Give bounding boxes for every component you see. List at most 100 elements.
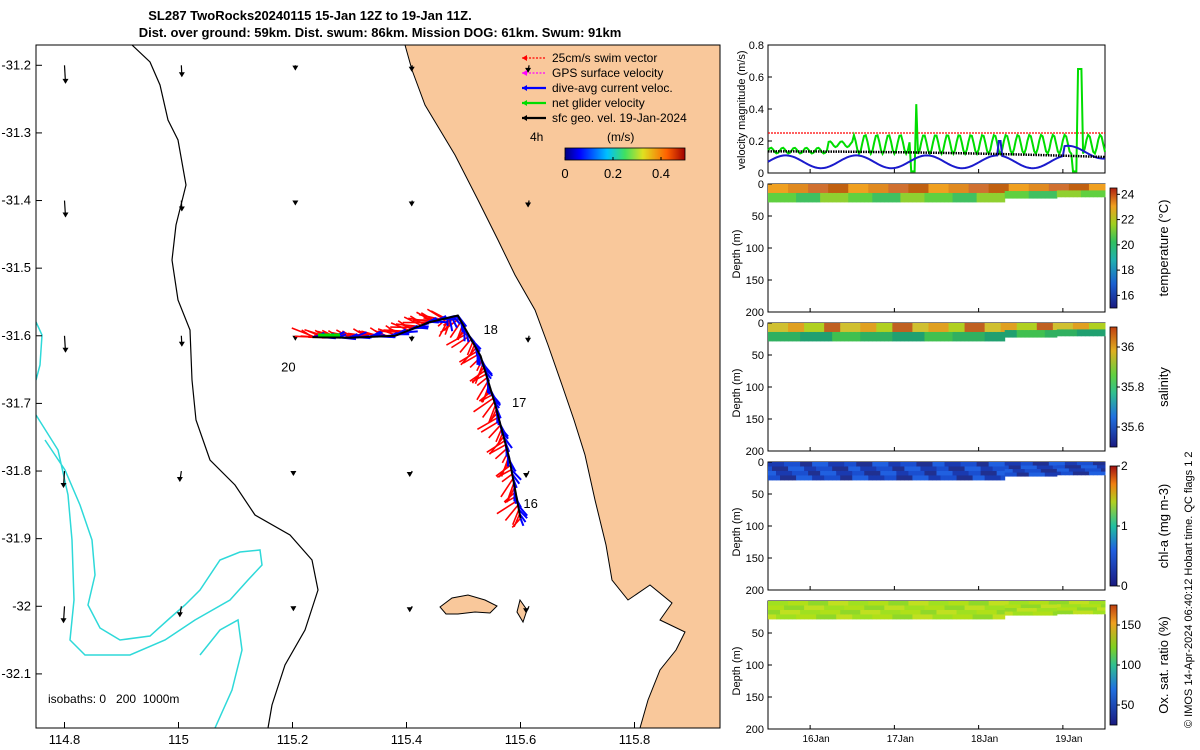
- profile-cell: [896, 184, 901, 189]
- profile-cell: [1100, 468, 1106, 473]
- profile-cell: [936, 184, 942, 189]
- profile-cell: [780, 466, 785, 472]
- profile-cells: [768, 462, 1106, 481]
- lon-tick-label: 115.4: [391, 732, 423, 747]
- profile-cell: [964, 475, 970, 481]
- profile-cell: [832, 327, 837, 333]
- profile-cell: [900, 609, 905, 615]
- profile-cell: [892, 601, 897, 606]
- swim-vector: [403, 316, 422, 327]
- profile-cell: [840, 331, 845, 337]
- profile-cell: [844, 331, 849, 337]
- depth-tick-label: 100: [746, 521, 764, 533]
- profile-cell: [976, 331, 982, 337]
- profile-cell: [884, 601, 889, 606]
- profile-cell: [912, 614, 917, 620]
- profile-cell: [856, 462, 861, 467]
- profile-cell: [1096, 326, 1102, 330]
- profile-cell: [780, 609, 785, 615]
- profile-frame: [767, 600, 1106, 730]
- profile-cell: [804, 601, 809, 606]
- profile-cell: [1016, 608, 1022, 613]
- profile-cell: [1028, 611, 1034, 616]
- profile-cell: [976, 466, 982, 472]
- profile-cell: [1024, 469, 1030, 474]
- profile-cell: [884, 609, 889, 615]
- profile-cell: [1032, 601, 1038, 606]
- velocity-tick-label: 0.6: [749, 72, 764, 84]
- profile-cell: [872, 327, 877, 333]
- profile-cell: [940, 331, 946, 337]
- profile-cell: [1072, 329, 1078, 334]
- profile-cell: [1040, 465, 1046, 470]
- profile-cell: [836, 188, 841, 194]
- profile-cell: [996, 331, 1002, 337]
- shallow-isobath-upper: [36, 321, 43, 381]
- profile-cell: [1028, 323, 1034, 328]
- profile-cell: [1008, 462, 1014, 467]
- profile-cell: [780, 327, 785, 333]
- profile-cell: [788, 188, 793, 194]
- profile-cell: [856, 614, 861, 620]
- profile-cell: [920, 470, 925, 476]
- profile-cell: [820, 601, 825, 606]
- rottnest-island: [439, 594, 498, 615]
- profile-cell: [976, 188, 982, 194]
- profile-cell: [864, 470, 869, 476]
- depth-tick-label: 0: [758, 179, 764, 191]
- profile-cell: [1084, 607, 1090, 612]
- profile-cell: [1004, 184, 1010, 189]
- current-vector: [518, 508, 528, 519]
- profile-cell: [940, 336, 946, 342]
- profile-cell: [988, 470, 994, 476]
- profile-cell: [808, 184, 813, 189]
- profile-cell: [796, 192, 801, 198]
- swim-vector: [408, 317, 431, 323]
- profile-cell: [976, 197, 982, 203]
- profile-cell: [1052, 469, 1058, 474]
- profile-cell: [1016, 187, 1022, 192]
- depth-tick-label: 150: [746, 414, 764, 426]
- profile-cell: [896, 609, 901, 615]
- profile-cell: [1040, 462, 1046, 467]
- profile-cell: [812, 605, 817, 611]
- profile-cell: [1092, 610, 1098, 615]
- profile-cell: [908, 192, 913, 198]
- profile-cell: [776, 336, 781, 342]
- profile-cell: [928, 605, 933, 611]
- profile-cell: [872, 184, 877, 189]
- profile-cell: [1016, 611, 1022, 616]
- profile-cell: [1096, 465, 1102, 469]
- depth-tick-label: 100: [746, 382, 764, 394]
- profile-cell: [1084, 323, 1090, 327]
- profile-cell: [792, 192, 797, 198]
- profile-cell: [864, 609, 869, 615]
- profile-cell: [888, 188, 893, 194]
- profile-cell: [932, 601, 937, 606]
- lat-tick-label: -31.6: [1, 328, 31, 343]
- profile-cell: [992, 331, 998, 337]
- profile-cell: [1092, 465, 1098, 469]
- profile-cell: [880, 336, 885, 342]
- profile-cell: [876, 605, 881, 611]
- profile-cell: [1020, 611, 1026, 616]
- profile-cell: [912, 470, 917, 476]
- profile-cell: [936, 605, 942, 611]
- profile-cell: [1012, 469, 1018, 474]
- profile-cell: [872, 601, 877, 606]
- profile-cell: [916, 470, 921, 476]
- profile-cell: [1012, 604, 1018, 609]
- profile-cell: [1052, 194, 1058, 199]
- profile-cell: [1100, 326, 1106, 330]
- profile-cell: [988, 475, 994, 481]
- velocity-tick-label: 0.4: [749, 104, 764, 116]
- profile-cell: [1032, 611, 1038, 616]
- net-velocity-line: [767, 68, 1106, 173]
- profile-cell: [856, 188, 861, 194]
- profile-cell: [892, 336, 897, 342]
- profile-cell: [944, 609, 950, 615]
- profile-cells: [768, 184, 1106, 203]
- swim-vector: [495, 428, 503, 443]
- profile-cell: [860, 462, 865, 467]
- profile-cell: [844, 197, 849, 203]
